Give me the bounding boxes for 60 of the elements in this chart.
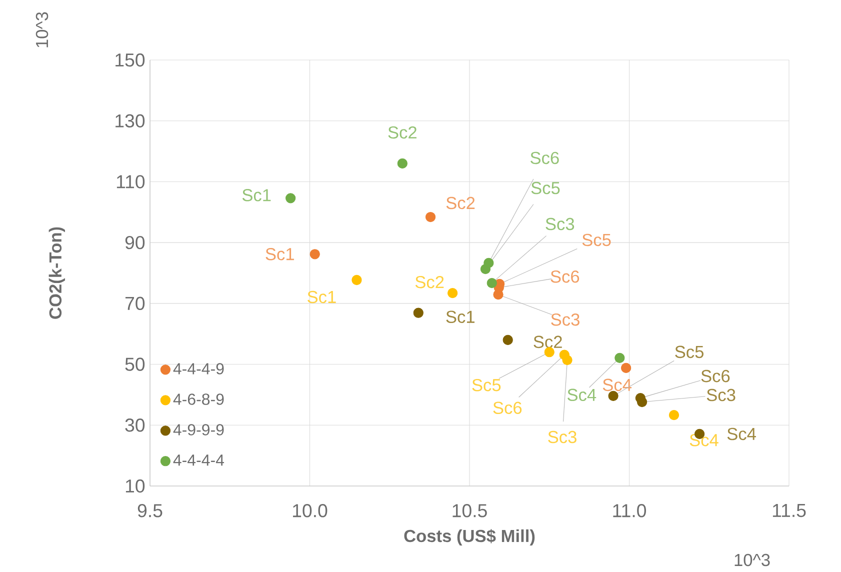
- annotation: Sc3: [546, 218, 574, 230]
- annotation: Sc6: [701, 370, 730, 382]
- legend-label: 4-4-4-9: [173, 363, 224, 374]
- annotation: Sc3: [706, 388, 736, 402]
- point: [310, 249, 320, 260]
- x-tick-label: 10.0: [293, 504, 328, 518]
- y-tick-label: 110: [116, 175, 145, 188]
- point: [559, 350, 570, 360]
- x-tick-label: 11.0: [613, 504, 646, 518]
- legend-label: 4-4-4-4: [173, 454, 224, 466]
- y-tick-label: 130: [116, 114, 145, 128]
- y-tick-label: 50: [125, 358, 145, 371]
- annotation: Sc4: [602, 378, 632, 392]
- annotation: Sc5: [472, 378, 501, 392]
- legend-label: 4-6-8-9: [173, 394, 224, 405]
- legend-label: 4-9-9-9: [173, 424, 224, 436]
- x-tick-label: 9.5: [138, 504, 162, 518]
- text: 10^3: [36, 12, 48, 48]
- annotation: Sc1: [308, 290, 336, 304]
- annotation: Sc2: [415, 276, 444, 288]
- annotation: Sc3: [548, 430, 576, 444]
- y-tick-label: 90: [125, 236, 145, 250]
- y-tick-label: 30: [125, 418, 145, 432]
- annotation: Sc4: [568, 388, 596, 402]
- annotation: Sc5: [531, 182, 560, 194]
- point: [502, 334, 513, 346]
- text: 10^3: [734, 554, 770, 566]
- point: [413, 308, 424, 318]
- point: [397, 158, 408, 169]
- annotation: Sc6: [493, 402, 522, 414]
- annotation: Sc4: [727, 428, 756, 440]
- annotation: Sc3: [551, 313, 580, 326]
- point: [608, 390, 618, 402]
- annotation: Sc1: [242, 189, 271, 202]
- annotation: Sc2: [534, 336, 562, 348]
- point: [486, 278, 497, 288]
- point: [286, 193, 296, 204]
- annotation: Sc1: [446, 310, 474, 323]
- point: [352, 274, 362, 286]
- point: [635, 392, 646, 404]
- x-axis-title: Costs (US$ Mill): [404, 529, 535, 546]
- point: [668, 410, 680, 420]
- annotation: Sc1: [266, 248, 294, 260]
- y-axis-title: CO2(k-Ton): [48, 227, 65, 319]
- point: [425, 212, 436, 222]
- annotation: Sc6: [530, 152, 559, 164]
- y-tick-label: 70: [125, 296, 145, 310]
- y-tick-label: 150: [116, 53, 145, 67]
- annotation: Sc2: [446, 196, 475, 210]
- x-tick-label: 10.5: [452, 504, 487, 518]
- y-tick-label: 10: [126, 479, 145, 493]
- annotation: Sc5: [675, 346, 704, 358]
- point: [484, 258, 494, 268]
- annotation: Sc2: [388, 126, 416, 139]
- annotation: Sc5: [582, 234, 611, 246]
- point: [620, 362, 632, 374]
- annotation: Sc6: [550, 270, 580, 283]
- point: [448, 288, 458, 298]
- x-tick-label: 11.5: [772, 504, 806, 518]
- point: [614, 352, 625, 363]
